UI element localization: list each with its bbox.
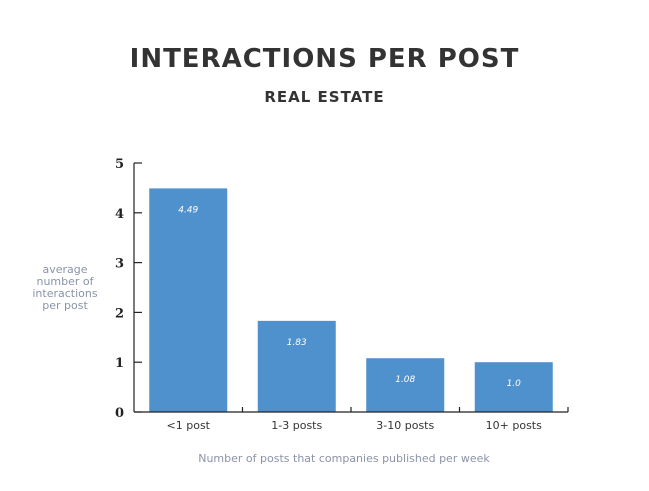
y-axis-label: average number of interactions per post	[32, 263, 98, 312]
y-tick-label: 2	[115, 306, 124, 321]
y-tick-label: 0	[115, 406, 124, 421]
chart-title: INTERACTIONS PER POST	[129, 44, 520, 74]
bar	[149, 188, 228, 412]
y-tick-label: 4	[115, 207, 124, 222]
x-tick-label: 3-10 posts	[376, 419, 434, 432]
bar	[474, 362, 553, 412]
bar-value-label: 1.0	[507, 379, 522, 389]
bar-value-label: 4.49	[178, 205, 198, 215]
bar-value-label: 1.08	[395, 375, 415, 385]
bar	[257, 320, 336, 412]
x-axis-label: Number of posts that companies published…	[198, 452, 490, 465]
y-tick-label: 3	[115, 257, 124, 272]
x-tick-label: 10+ posts	[486, 419, 542, 432]
y-tick-label: 5	[115, 157, 124, 172]
x-tick-label: 1-3 posts	[271, 419, 322, 432]
y-tick-label: 1	[115, 356, 124, 371]
chart-subtitle: REAL ESTATE	[264, 88, 385, 106]
bar-value-label: 1.83	[287, 338, 307, 348]
x-tick-label: <1 post	[167, 419, 211, 432]
bar	[366, 358, 445, 412]
